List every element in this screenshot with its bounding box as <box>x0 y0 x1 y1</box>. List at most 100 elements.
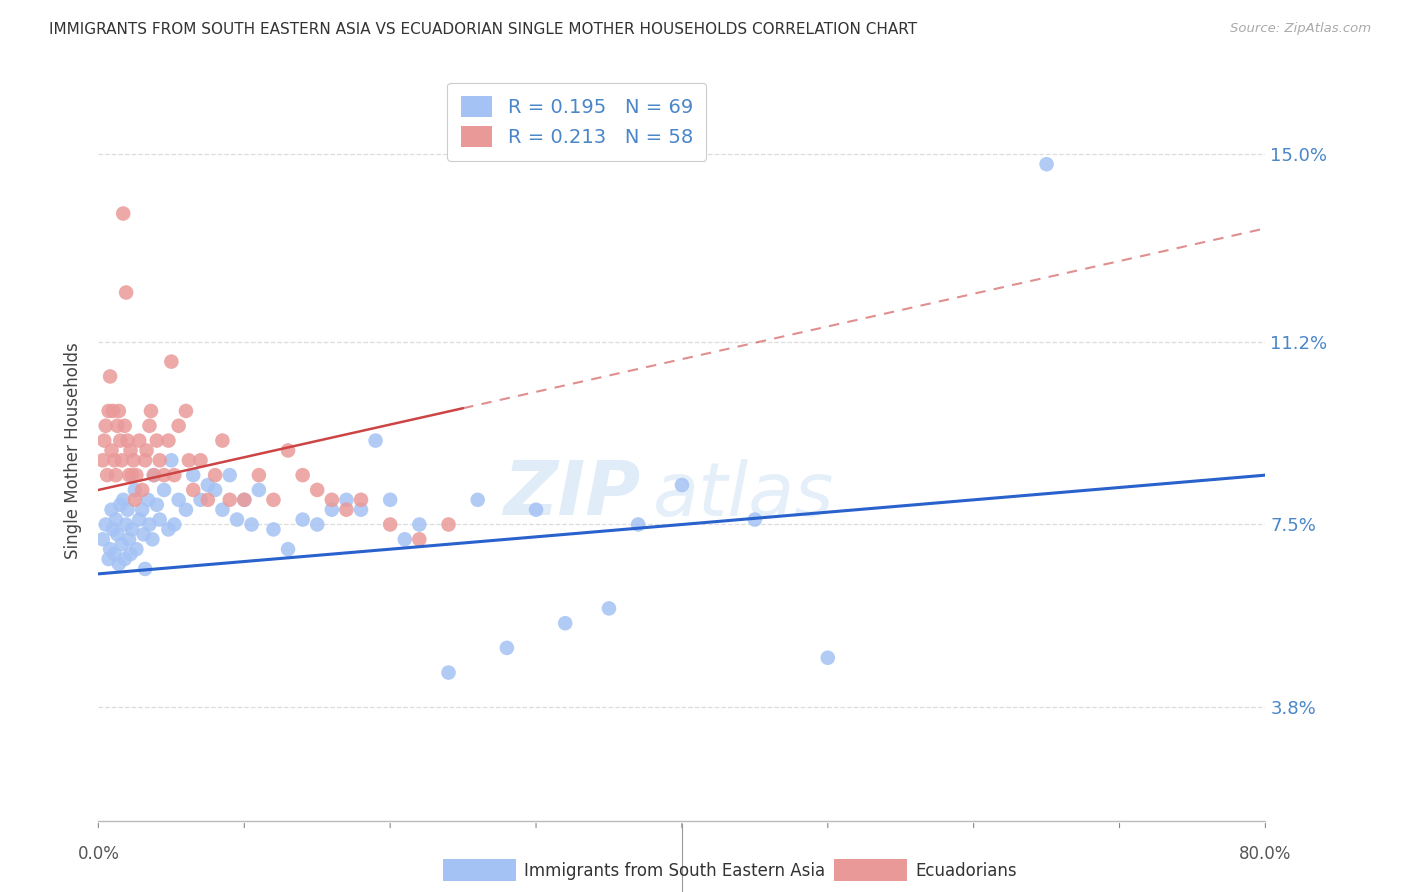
Point <box>97 404 120 418</box>
Point <box>380 517 402 532</box>
Point <box>364 434 387 448</box>
Point <box>157 523 180 537</box>
Point <box>204 483 226 497</box>
Point <box>263 492 285 507</box>
Point <box>211 434 233 448</box>
Point <box>110 434 132 448</box>
Point <box>105 418 128 433</box>
Point <box>437 665 460 680</box>
Point <box>122 453 145 467</box>
Point <box>114 418 136 433</box>
Point <box>291 512 314 526</box>
Point <box>139 404 162 418</box>
Point <box>291 468 314 483</box>
Point <box>247 483 270 497</box>
Point <box>128 512 150 526</box>
Point <box>98 369 121 384</box>
Point <box>103 453 125 467</box>
Point <box>177 453 200 467</box>
Point <box>197 492 219 507</box>
Point <box>142 468 165 483</box>
Point <box>96 468 118 483</box>
Text: atlas: atlas <box>652 458 834 531</box>
Point <box>321 502 343 516</box>
Point <box>496 640 519 655</box>
Point <box>627 517 650 532</box>
Point <box>350 492 373 507</box>
Legend: R = 0.195   N = 69, R = 0.213   N = 58: R = 0.195 N = 69, R = 0.213 N = 58 <box>447 83 706 161</box>
Point <box>181 468 204 483</box>
Point <box>108 557 131 571</box>
Point <box>149 453 172 467</box>
Point <box>134 453 156 467</box>
Point <box>138 517 160 532</box>
Point <box>142 468 165 483</box>
Point <box>121 523 143 537</box>
Point <box>97 552 120 566</box>
Point <box>124 483 146 497</box>
Point <box>218 468 240 483</box>
Point <box>100 502 122 516</box>
Point <box>94 517 117 532</box>
Point <box>163 517 186 532</box>
Point <box>108 404 131 418</box>
Point <box>277 542 299 557</box>
Point <box>233 492 256 507</box>
Point <box>307 483 329 497</box>
Point <box>91 453 114 467</box>
Point <box>104 468 127 483</box>
Point <box>115 285 138 300</box>
Point <box>167 492 190 507</box>
Point <box>112 206 135 220</box>
Point <box>111 537 134 551</box>
Text: Ecuadorians: Ecuadorians <box>915 862 1017 880</box>
Point <box>263 523 285 537</box>
Point <box>240 517 263 532</box>
Point <box>190 453 212 467</box>
Point <box>190 492 212 507</box>
Text: Immigrants from South Eastern Asia: Immigrants from South Eastern Asia <box>524 862 825 880</box>
Point <box>160 453 183 467</box>
Point <box>554 616 576 631</box>
Point <box>138 418 160 433</box>
Point <box>114 552 136 566</box>
Text: ZIP: ZIP <box>503 458 641 532</box>
Point <box>817 650 839 665</box>
Point <box>335 502 357 516</box>
Point <box>671 478 693 492</box>
Point <box>112 492 135 507</box>
Point <box>125 542 148 557</box>
Point <box>117 502 139 516</box>
Point <box>153 483 176 497</box>
Point <box>101 523 124 537</box>
Point <box>131 502 153 516</box>
Text: 80.0%: 80.0% <box>1239 846 1292 863</box>
Point <box>131 483 153 497</box>
Point <box>120 443 142 458</box>
Point <box>134 562 156 576</box>
Text: 0.0%: 0.0% <box>77 846 120 863</box>
Point <box>524 502 547 516</box>
Point <box>408 517 430 532</box>
Point <box>93 434 115 448</box>
Point <box>321 492 343 507</box>
Point <box>118 468 141 483</box>
Point <box>174 502 197 516</box>
Point <box>380 492 402 507</box>
Point <box>160 354 183 368</box>
Point <box>218 492 240 507</box>
Point <box>149 512 172 526</box>
Text: Source: ZipAtlas.com: Source: ZipAtlas.com <box>1230 22 1371 36</box>
Point <box>125 468 148 483</box>
Point <box>467 492 489 507</box>
Point <box>101 404 124 418</box>
Point <box>94 418 117 433</box>
Point <box>98 542 121 557</box>
Point <box>91 533 114 547</box>
Y-axis label: Single Mother Households: Single Mother Households <box>65 343 83 558</box>
Point <box>277 443 299 458</box>
Point <box>124 492 146 507</box>
Point <box>437 517 460 532</box>
Point <box>146 434 169 448</box>
Point <box>744 512 766 526</box>
